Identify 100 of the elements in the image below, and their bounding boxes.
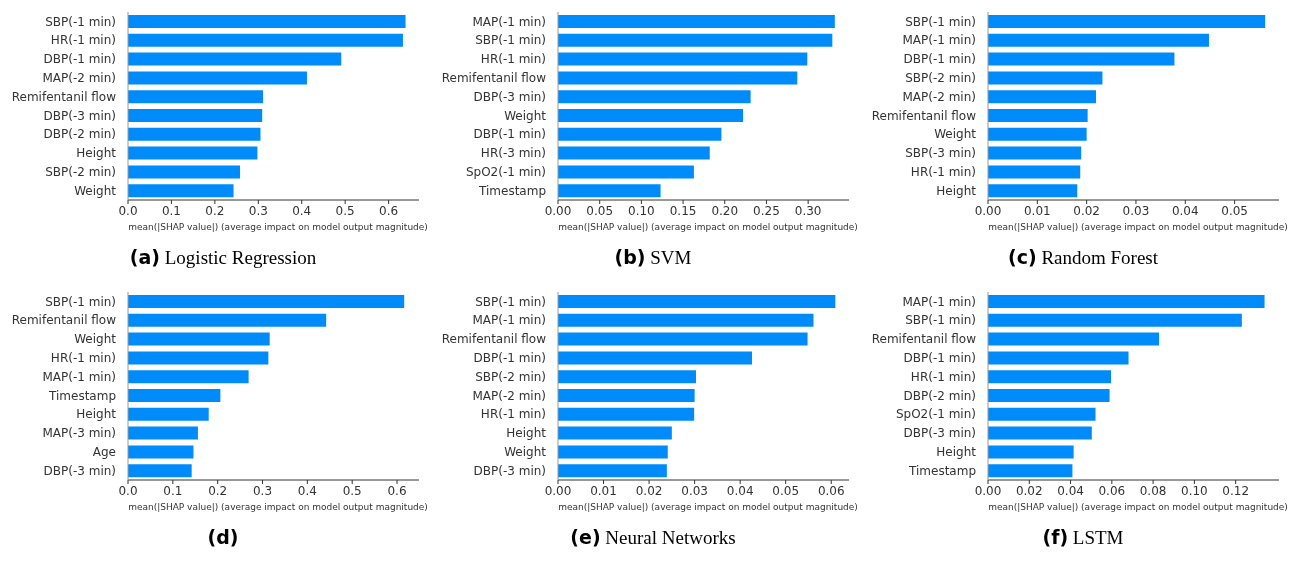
bar <box>128 90 264 104</box>
y-tick-label: SpO2(-1 min) <box>895 407 976 422</box>
x-tick-label: 0.4 <box>292 203 312 218</box>
x-tick-label: 0.02 <box>1015 483 1043 498</box>
bar <box>558 370 696 384</box>
y-tick-label: HR(-1 min) <box>480 407 546 422</box>
x-tick-label: 0.04 <box>1171 203 1199 218</box>
bar <box>128 165 241 179</box>
bar <box>988 370 1111 384</box>
y-tick-label: SBP(-1 min) <box>905 313 976 328</box>
y-tick-label: Remifentanil flow <box>871 332 977 347</box>
bar <box>988 332 1160 346</box>
bar <box>988 109 1088 123</box>
y-tick-label: Weight <box>74 183 117 198</box>
x-tick-label: 0.03 <box>1122 203 1150 218</box>
y-tick-label: Weight <box>934 127 977 142</box>
bar <box>988 33 1209 47</box>
x-tick-label: 0.03 <box>681 483 708 498</box>
x-tick-label: 0.5 <box>342 483 362 498</box>
bar <box>128 295 405 309</box>
y-tick-label: SBP(-2 min) <box>45 165 116 179</box>
y-tick-label: MAP(-1 min) <box>42 369 116 384</box>
bar <box>988 389 1110 403</box>
bar <box>128 389 221 403</box>
bar <box>558 52 808 66</box>
y-tick-label: MAP(-2 min) <box>472 388 546 403</box>
y-tick-label: DBP(-1 min) <box>903 351 976 365</box>
x-tick-label: 0.00 <box>544 203 572 218</box>
x-tick-label: 0.08 <box>1139 483 1167 498</box>
bar <box>988 90 1097 104</box>
bar <box>988 445 1074 459</box>
bar <box>128 71 307 85</box>
y-tick-label: Height <box>506 426 547 441</box>
y-tick-label: Timestamp <box>908 463 976 478</box>
x-tick-label: 0.1 <box>161 203 181 218</box>
x-tick-label: 0.0 <box>118 203 138 218</box>
bar <box>128 313 327 327</box>
x-tick-label: 0.06 <box>1098 483 1126 498</box>
bar <box>558 407 695 421</box>
bar <box>558 464 667 478</box>
bar <box>128 426 198 440</box>
y-tick-label: MAP(-2 min) <box>42 71 116 85</box>
y-tick-label: MAP(-1 min) <box>902 294 976 309</box>
bar <box>988 313 1242 327</box>
text: (c) Random Forest <box>1007 246 1159 268</box>
y-tick-label: MAP(-2 min) <box>902 89 976 104</box>
y-tick-label: DBP(-1 min) <box>903 52 976 67</box>
bar <box>128 332 270 346</box>
x-tick-label: 0.30 <box>794 203 822 218</box>
y-tick-label: DBP(-3 min) <box>43 463 116 478</box>
y-tick-label: SBP(-2 min) <box>905 71 976 85</box>
x-tick-label: 0.02 <box>635 483 663 498</box>
y-tick-label: Weight <box>74 332 117 347</box>
text: (f) LSTM <box>1042 526 1124 548</box>
y-tick-label: DBP(-2 min) <box>43 127 116 142</box>
y-tick-label: DBP(-3 min) <box>43 108 116 123</box>
bar <box>128 33 403 47</box>
text: (d) <box>207 526 239 548</box>
y-tick-label: HR(-1 min) <box>480 52 546 67</box>
x-axis-title: mean(|SHAP value|) (average impact on model output magnitude) <box>987 222 1289 232</box>
x-tick-label: 0.01 <box>1023 203 1051 218</box>
bar <box>988 165 1081 179</box>
y-tick-label: HR(-1 min) <box>50 351 116 365</box>
y-tick-label: Height <box>936 445 977 459</box>
y-tick-label: HR(-1 min) <box>910 165 976 179</box>
x-tick-label: 0.0 <box>118 483 138 498</box>
bar <box>128 370 249 384</box>
bar <box>128 109 263 123</box>
y-tick-label: DBP(-2 min) <box>903 388 976 403</box>
x-tick-label: 0.01 <box>590 483 617 498</box>
bar <box>988 407 1096 421</box>
y-tick-label: HR(-1 min) <box>50 33 116 48</box>
bar <box>988 52 1175 66</box>
y-tick-label: DBP(-3 min) <box>473 89 546 104</box>
x-tick-label: 0.2 <box>208 483 228 498</box>
y-tick-label: Height <box>76 146 117 161</box>
bar <box>558 295 836 309</box>
y-tick-label: Remifentanil flow <box>11 313 117 328</box>
bar <box>558 184 661 198</box>
bar <box>988 146 1082 160</box>
y-tick-label: DBP(-1 min) <box>473 351 546 365</box>
text: (b) SVM <box>614 246 692 268</box>
bar <box>128 52 342 66</box>
y-tick-label: SBP(-1 min) <box>475 294 546 309</box>
x-tick-label: 0.4 <box>297 483 317 498</box>
bar <box>988 295 1265 309</box>
y-tick-label: SpO2(-1 min) <box>465 165 546 179</box>
bar <box>128 127 261 141</box>
y-tick-label: Remifentanil flow <box>11 89 117 104</box>
bar <box>558 389 695 403</box>
bar <box>128 351 269 365</box>
y-tick-label: MAP(-1 min) <box>902 33 976 48</box>
bar <box>988 127 1087 141</box>
x-tick-label: 0.05 <box>586 203 614 218</box>
bar <box>558 127 722 141</box>
bar <box>558 351 752 365</box>
x-tick-label: 0.02 <box>1073 203 1100 218</box>
y-tick-label: Weight <box>504 108 547 123</box>
x-tick-label: 0.05 <box>772 483 800 498</box>
bar <box>558 146 710 160</box>
